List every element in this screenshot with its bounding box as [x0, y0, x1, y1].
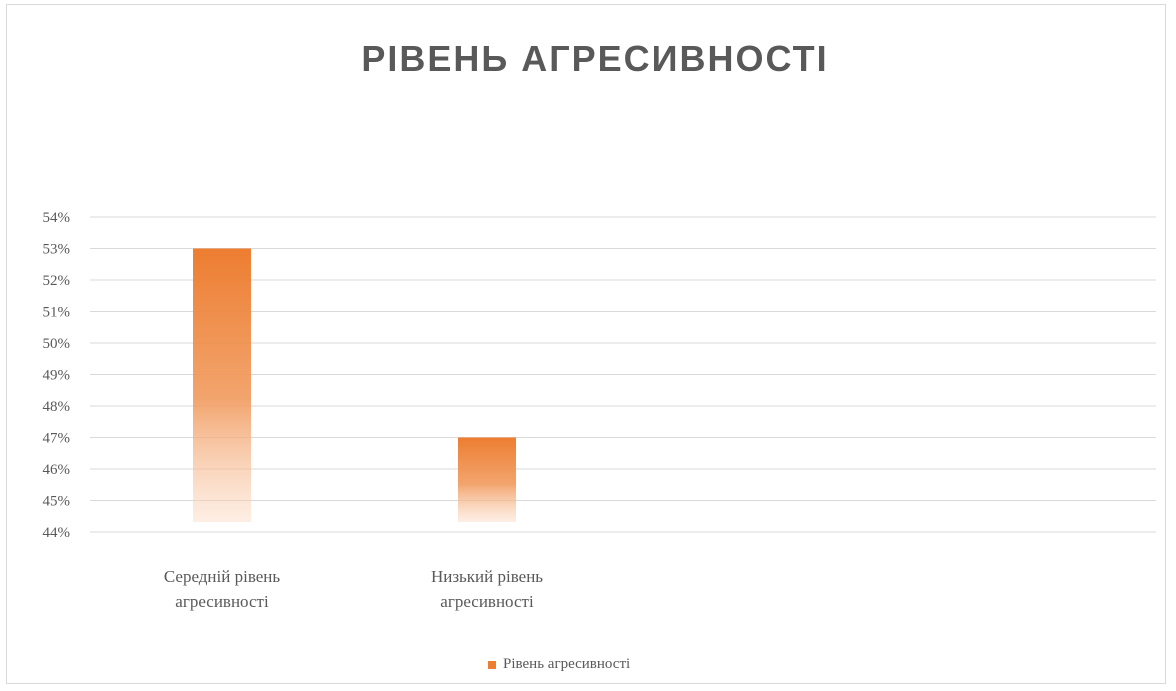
y-tick-label: 47%	[43, 431, 71, 447]
y-tick-label: 46%	[43, 462, 71, 478]
y-tick-label: 44%	[43, 525, 71, 541]
y-tick-label: 52%	[43, 273, 71, 289]
y-tick-label: 49%	[43, 368, 71, 384]
y-tick-label: 45%	[43, 494, 71, 510]
legend-label: Рівень агресивності	[503, 656, 631, 672]
category-label: Середній рівень	[164, 567, 281, 586]
chart-title: РІВЕНЬ АГРЕСИВНОСТІ	[361, 38, 829, 79]
y-tick-label: 51%	[43, 305, 71, 321]
legend: Рівень агресивності	[488, 656, 630, 673]
category-label: агресивності	[175, 592, 269, 611]
y-tick-label: 48%	[43, 399, 71, 415]
y-tick-label: 50%	[43, 336, 71, 352]
category-label: агресивності	[440, 592, 534, 611]
y-tick-label: 54%	[43, 210, 71, 226]
bar	[458, 437, 516, 522]
y-tick-label: 53%	[43, 242, 71, 258]
category-label: Низький рівень	[431, 567, 543, 586]
bar	[193, 248, 251, 522]
legend-swatch	[488, 660, 496, 669]
